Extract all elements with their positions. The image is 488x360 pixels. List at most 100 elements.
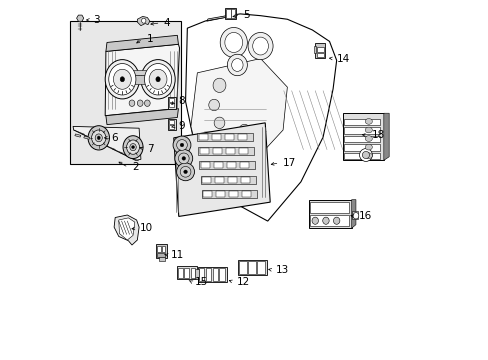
- Bar: [227, 177, 237, 183]
- Bar: [203, 191, 212, 197]
- Ellipse shape: [91, 130, 106, 146]
- Polygon shape: [77, 15, 83, 21]
- Bar: [201, 162, 210, 168]
- Polygon shape: [114, 215, 139, 245]
- Ellipse shape: [365, 127, 372, 133]
- Ellipse shape: [231, 59, 243, 71]
- Bar: [309, 215, 348, 226]
- Bar: [169, 98, 174, 102]
- Text: 16: 16: [358, 211, 371, 221]
- Text: 2: 2: [132, 162, 139, 172]
- Ellipse shape: [227, 54, 247, 76]
- Bar: [202, 177, 211, 183]
- Bar: [248, 261, 255, 274]
- Ellipse shape: [214, 117, 224, 129]
- Ellipse shape: [144, 100, 150, 107]
- Polygon shape: [106, 35, 178, 51]
- Ellipse shape: [178, 153, 189, 164]
- Bar: [257, 261, 264, 274]
- Bar: [308, 200, 351, 228]
- Polygon shape: [73, 126, 141, 160]
- Bar: [156, 244, 166, 258]
- Ellipse shape: [362, 152, 369, 158]
- Bar: [238, 260, 267, 275]
- Ellipse shape: [137, 100, 143, 107]
- Ellipse shape: [120, 77, 124, 82]
- Bar: [215, 177, 224, 183]
- Ellipse shape: [149, 69, 166, 89]
- Text: 12: 12: [236, 277, 249, 287]
- Ellipse shape: [365, 153, 372, 158]
- Text: 11: 11: [171, 250, 184, 260]
- Bar: [344, 127, 379, 134]
- Polygon shape: [83, 136, 90, 139]
- Ellipse shape: [322, 217, 328, 224]
- Bar: [309, 202, 348, 213]
- Bar: [169, 103, 174, 108]
- Bar: [184, 268, 189, 278]
- Text: 14: 14: [336, 54, 349, 64]
- Bar: [168, 97, 176, 109]
- Ellipse shape: [176, 163, 194, 181]
- Bar: [200, 148, 209, 154]
- Text: 9: 9: [178, 121, 184, 131]
- Bar: [169, 125, 174, 129]
- Ellipse shape: [123, 136, 143, 158]
- Text: 1: 1: [147, 34, 153, 44]
- Bar: [199, 268, 204, 281]
- Ellipse shape: [252, 37, 268, 55]
- Bar: [177, 266, 197, 279]
- Bar: [226, 162, 235, 168]
- Ellipse shape: [183, 170, 187, 174]
- Ellipse shape: [173, 136, 190, 154]
- Ellipse shape: [365, 144, 372, 150]
- Polygon shape: [190, 59, 287, 176]
- Bar: [168, 119, 176, 130]
- Ellipse shape: [176, 140, 187, 150]
- Ellipse shape: [126, 140, 139, 154]
- Ellipse shape: [95, 134, 102, 142]
- Bar: [224, 8, 236, 19]
- Ellipse shape: [156, 77, 160, 82]
- Bar: [238, 148, 247, 154]
- Ellipse shape: [108, 64, 136, 95]
- Ellipse shape: [88, 126, 109, 150]
- Ellipse shape: [208, 99, 219, 111]
- Polygon shape: [383, 113, 388, 160]
- Text: 18: 18: [370, 130, 384, 140]
- Bar: [344, 136, 379, 142]
- Bar: [195, 269, 198, 279]
- Ellipse shape: [113, 69, 131, 89]
- Bar: [132, 75, 149, 84]
- Bar: [344, 118, 379, 125]
- Bar: [316, 53, 323, 57]
- Text: 4: 4: [163, 18, 170, 28]
- Ellipse shape: [365, 136, 372, 141]
- Bar: [213, 148, 222, 154]
- Ellipse shape: [144, 64, 171, 95]
- Bar: [225, 148, 234, 154]
- Ellipse shape: [105, 60, 139, 99]
- Bar: [316, 47, 323, 52]
- Ellipse shape: [220, 27, 247, 58]
- Bar: [198, 147, 253, 155]
- Text: 13: 13: [275, 265, 288, 275]
- Polygon shape: [173, 123, 270, 216]
- Ellipse shape: [180, 166, 190, 177]
- Ellipse shape: [129, 100, 135, 107]
- Polygon shape: [351, 200, 355, 228]
- Bar: [197, 133, 252, 141]
- Bar: [132, 70, 149, 75]
- Bar: [162, 246, 165, 252]
- Ellipse shape: [333, 217, 339, 224]
- Bar: [240, 162, 248, 168]
- Ellipse shape: [311, 217, 318, 224]
- Bar: [239, 261, 246, 274]
- Bar: [205, 268, 211, 281]
- Bar: [344, 153, 379, 159]
- Text: 10: 10: [140, 223, 153, 233]
- Polygon shape: [119, 218, 135, 240]
- Ellipse shape: [180, 143, 183, 147]
- Bar: [157, 246, 160, 252]
- Text: 6: 6: [111, 133, 117, 143]
